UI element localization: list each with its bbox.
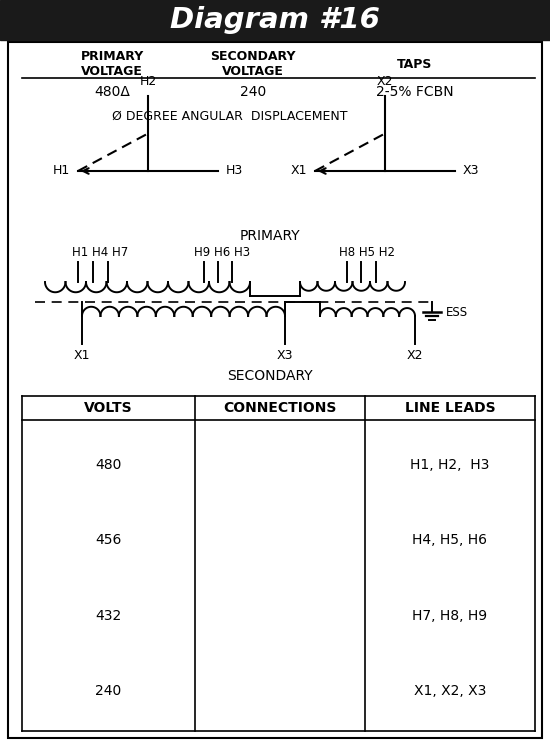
Text: Diagram #16: Diagram #16 — [170, 6, 380, 34]
Text: H9 H6 H3: H9 H6 H3 — [194, 245, 250, 259]
Text: H1: H1 — [53, 165, 70, 178]
Text: H3: H3 — [226, 165, 243, 178]
Text: TAPS: TAPS — [397, 57, 433, 71]
Text: 480: 480 — [95, 458, 122, 472]
Text: VOLTS: VOLTS — [84, 401, 133, 415]
Text: 480Δ: 480Δ — [94, 85, 130, 99]
Text: H4, H5, H6: H4, H5, H6 — [412, 533, 487, 548]
Text: X1, X2, X3: X1, X2, X3 — [414, 684, 486, 698]
Text: X3: X3 — [463, 165, 480, 178]
Text: SECONDARY: SECONDARY — [227, 369, 313, 383]
Text: ESS: ESS — [446, 306, 468, 319]
Text: X1: X1 — [74, 349, 90, 362]
Text: H8 H5 H2: H8 H5 H2 — [339, 245, 395, 259]
Text: CONNECTIONS: CONNECTIONS — [223, 401, 337, 415]
Text: H1 H4 H7: H1 H4 H7 — [72, 245, 128, 259]
Text: 432: 432 — [95, 609, 122, 623]
Text: 456: 456 — [95, 533, 122, 548]
Text: X3: X3 — [277, 349, 293, 362]
Text: PRIMARY: PRIMARY — [240, 229, 300, 243]
Text: H1, H2,  H3: H1, H2, H3 — [410, 458, 490, 472]
Text: 240: 240 — [95, 684, 122, 698]
Text: X2: X2 — [377, 75, 393, 88]
Text: 240: 240 — [240, 85, 266, 99]
Bar — [0, 0, 550, 40]
Text: X1: X1 — [290, 165, 307, 178]
Text: 2-5% FCBN: 2-5% FCBN — [376, 85, 454, 99]
Text: H7, H8, H9: H7, H8, H9 — [412, 609, 487, 623]
Text: Ø DEGREE ANGULAR  DISPLACEMENT: Ø DEGREE ANGULAR DISPLACEMENT — [112, 110, 348, 122]
Text: X2: X2 — [407, 349, 424, 362]
Text: SECONDARY
VOLTAGE: SECONDARY VOLTAGE — [210, 50, 296, 78]
Text: PRIMARY
VOLTAGE: PRIMARY VOLTAGE — [80, 50, 144, 78]
Text: LINE LEADS: LINE LEADS — [405, 401, 496, 415]
Text: H2: H2 — [139, 75, 157, 88]
